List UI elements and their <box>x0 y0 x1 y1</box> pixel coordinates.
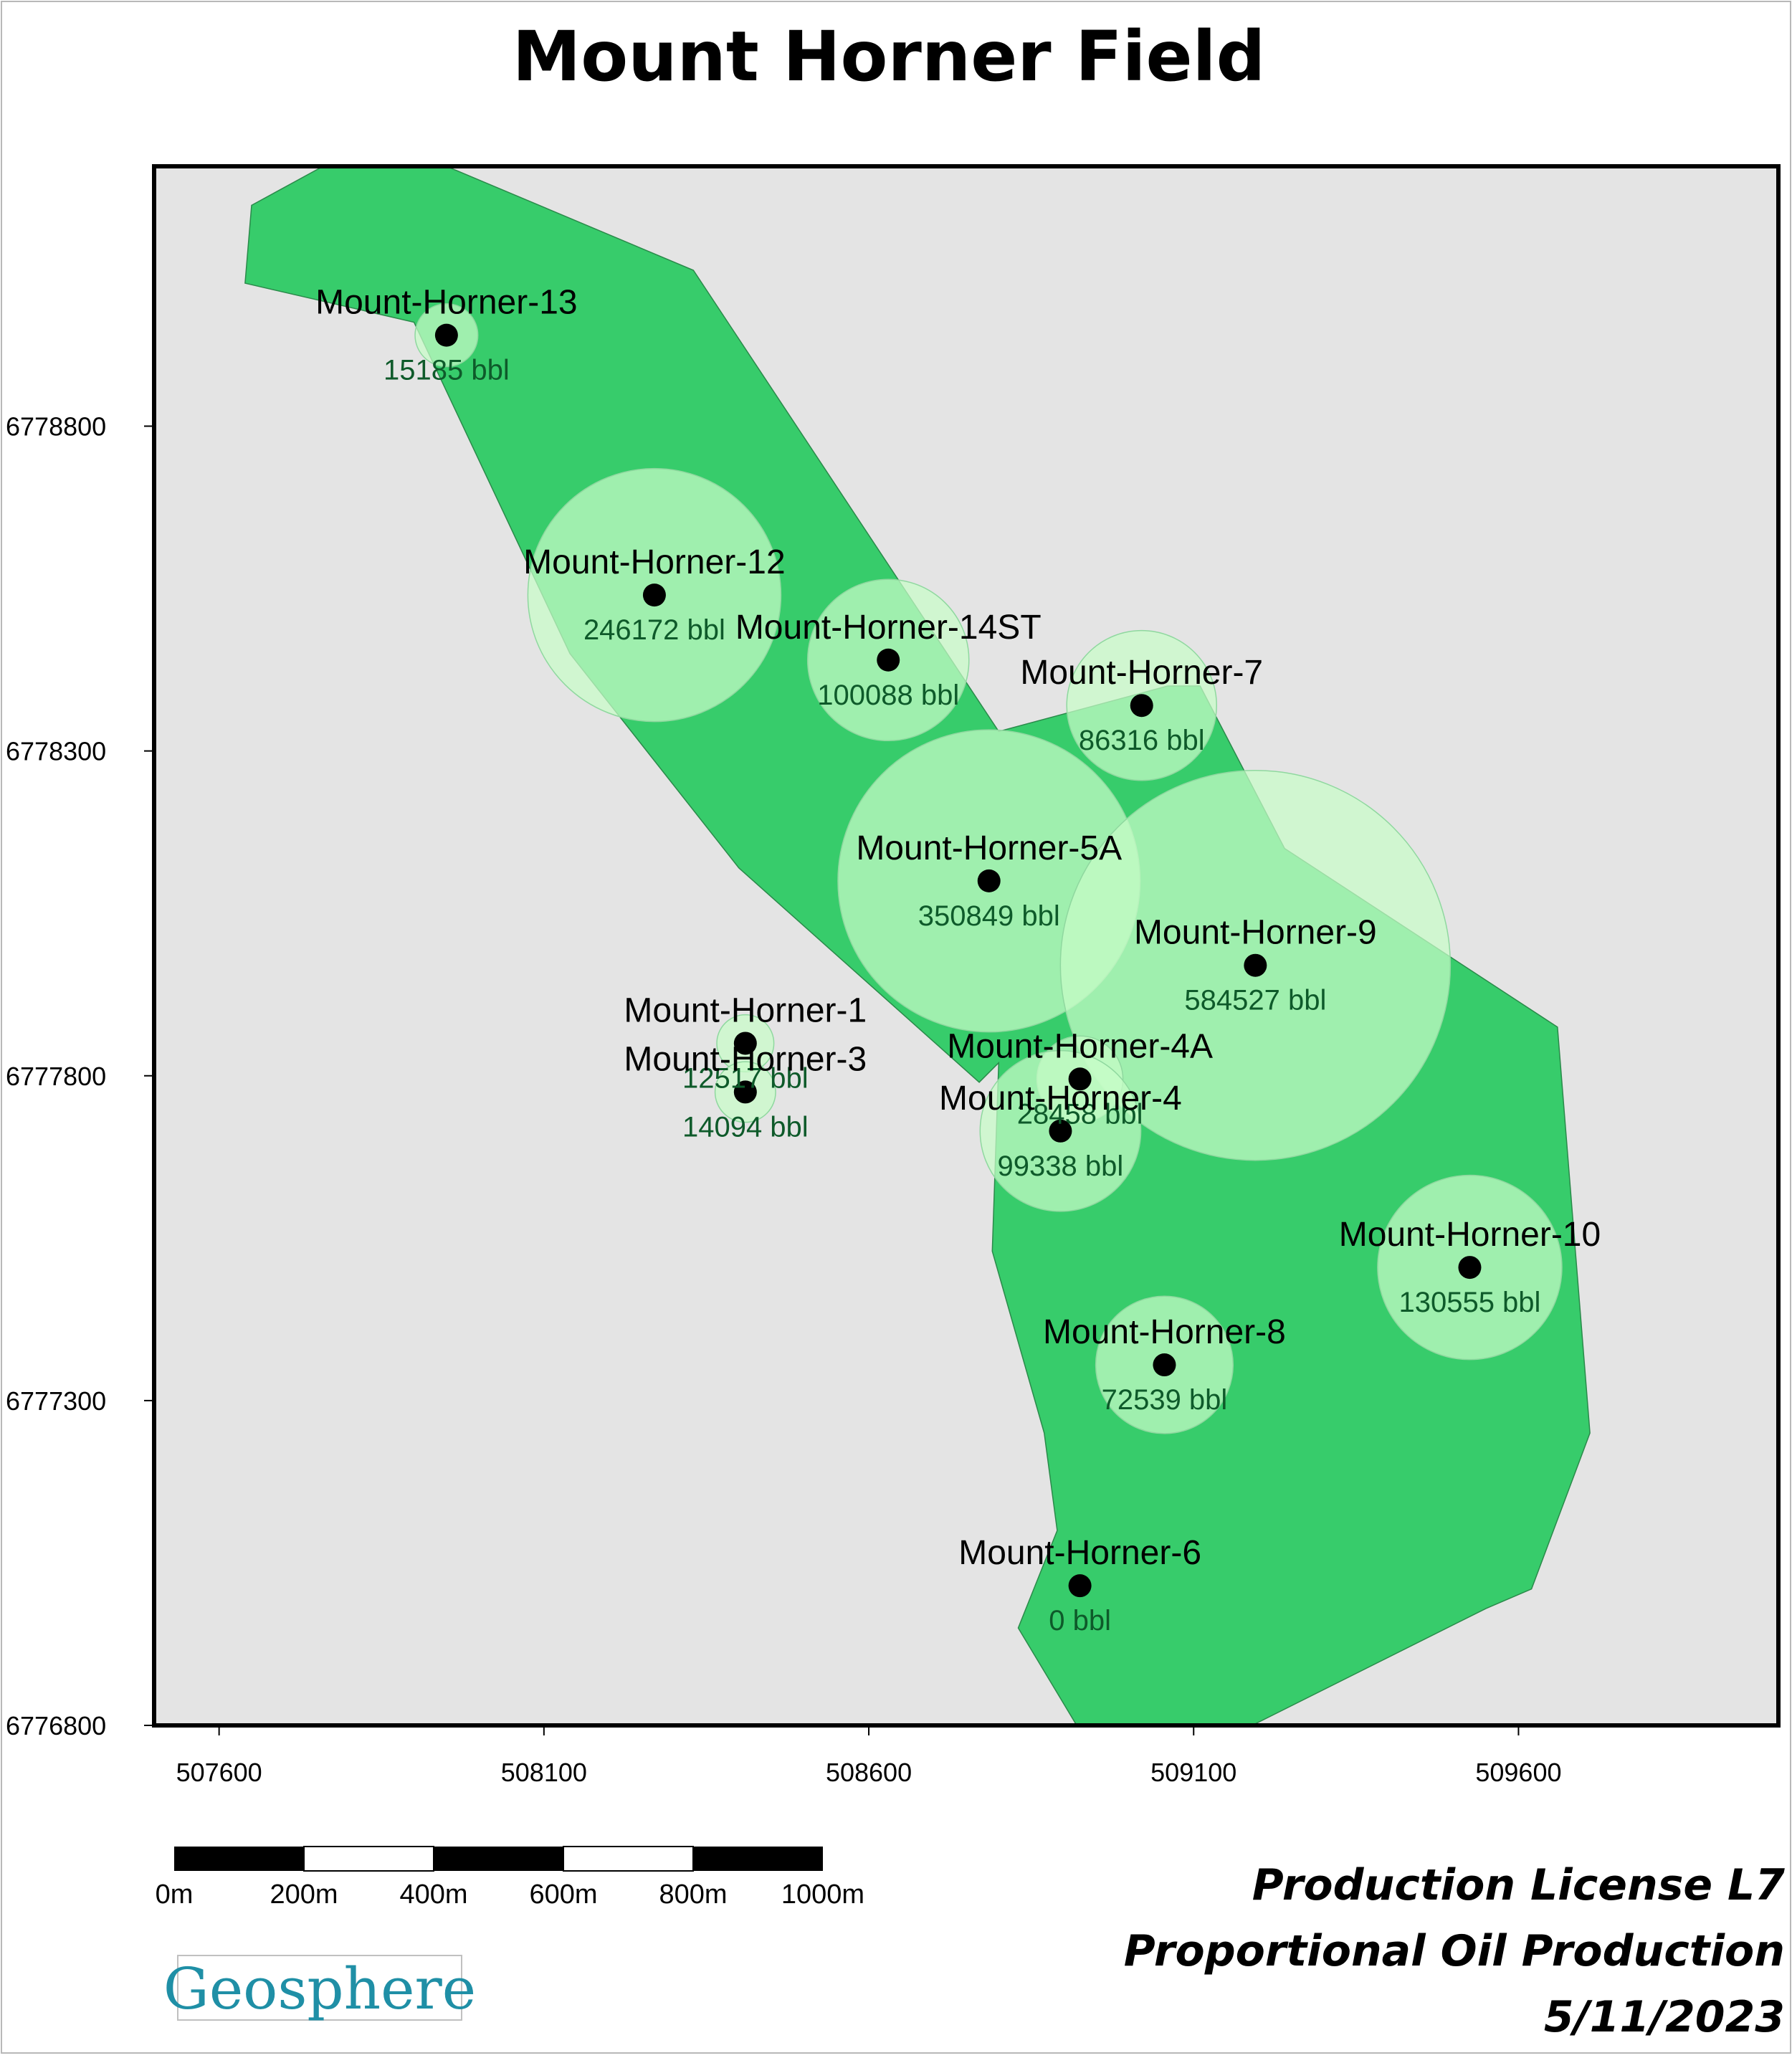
well-production-label: 584527 bbl <box>1184 985 1326 1016</box>
well-production-label: 0 bbl <box>1049 1605 1111 1637</box>
scale-segment <box>693 1847 823 1871</box>
scale-segment <box>303 1846 434 1872</box>
well-production-label: 99338 bbl <box>998 1151 1124 1182</box>
well-marker-mount-horner-4[interactable] <box>1049 1119 1072 1143</box>
well-name-label: Mount-Horner-6 <box>958 1534 1201 1572</box>
well-marker-mount-horner-13[interactable] <box>434 323 458 347</box>
footer-date: 5/11/2023 <box>1544 1992 1785 2042</box>
footer-subtitle: Proportional Oil Production <box>1124 1926 1785 1976</box>
well-name-label: Mount-Horner-4A <box>947 1027 1213 1065</box>
well-production-label: 15185 bbl <box>383 355 510 386</box>
scale-label: 200m <box>270 1880 338 1910</box>
map-title: Mount Horner Field <box>513 16 1266 97</box>
well-marker-mount-horner-8[interactable] <box>1153 1353 1176 1377</box>
well-production-label: 246172 bbl <box>583 614 725 646</box>
well-name-label: Mount-Horner-5A <box>856 829 1122 867</box>
logo-frame <box>177 1955 462 2021</box>
scale-label: 600m <box>529 1880 597 1910</box>
well-marker-mount-horner-10[interactable] <box>1458 1256 1482 1280</box>
well-name-label: Mount-Horner-4 <box>939 1080 1182 1118</box>
well-marker-mount-horner-4a[interactable] <box>1068 1067 1092 1091</box>
footer-license: Production License L7 <box>1252 1860 1786 1910</box>
well-marker-mount-horner-1[interactable] <box>733 1032 757 1055</box>
y-tick-label: 6777800 <box>6 1062 106 1091</box>
well-marker-mount-horner-7[interactable] <box>1130 694 1153 718</box>
well-marker-mount-horner-14st[interactable] <box>877 648 900 672</box>
scale-segment <box>174 1847 304 1871</box>
well-name-label: Mount-Horner-13 <box>315 284 577 322</box>
scale-label: 400m <box>399 1880 467 1910</box>
well-marker-mount-horner-3[interactable] <box>733 1080 757 1104</box>
scale-label: 1000m <box>781 1880 864 1910</box>
well-marker-mount-horner-5a[interactable] <box>977 869 1001 892</box>
scale-segment <box>434 1847 563 1871</box>
well-production-label: 28458 bbl <box>1017 1098 1143 1130</box>
well-name-label: Mount-Horner-12 <box>523 543 785 581</box>
well-marker-mount-horner-9[interactable] <box>1244 953 1267 977</box>
well-name-label: Mount-Horner-9 <box>1134 914 1377 952</box>
y-axis: 6778800 6778300 6777800 6777300 6776800 <box>6 412 154 1740</box>
well-name-label: Mount-Horner-7 <box>1020 654 1263 692</box>
well-production-label: 100088 bbl <box>817 680 959 711</box>
well-marker-mount-horner-12[interactable] <box>642 583 666 607</box>
scale-label: 0m <box>156 1880 194 1910</box>
scale-segment <box>563 1846 694 1872</box>
well-production-label: 72539 bbl <box>1102 1384 1228 1416</box>
x-tick-label: 508100 <box>501 1758 587 1787</box>
well-production-label: 350849 bbl <box>918 900 1060 932</box>
well-marker-mount-horner-6[interactable] <box>1068 1574 1092 1598</box>
scale-bar: 0m 200m 400m 600m 800m 1000m <box>156 1846 864 1910</box>
well-name-label: Mount-Horner-14ST <box>735 609 1042 647</box>
well-name-label: Mount-Horner-10 <box>1339 1216 1601 1254</box>
logo-text: Geosphere <box>163 1955 476 2022</box>
x-tick-label: 509100 <box>1150 1758 1236 1787</box>
geosphere-logo: Geosphere <box>163 1955 476 2022</box>
well-labels: Mount-Horner-13 15185 bbl Mount-Horner-12 2… <box>315 284 1601 1637</box>
well-name-label: Mount-Horner-8 <box>1043 1313 1286 1351</box>
y-tick-label: 6776800 <box>6 1711 106 1740</box>
x-tick-label: 507600 <box>176 1758 262 1787</box>
scale-label: 800m <box>659 1880 727 1910</box>
y-tick-label: 6777300 <box>6 1386 106 1416</box>
y-tick-label: 6778300 <box>6 737 106 766</box>
x-tick-label: 508600 <box>826 1758 912 1787</box>
well-production-label: 130555 bbl <box>1398 1287 1540 1318</box>
x-tick-label: 509600 <box>1475 1758 1561 1787</box>
map-frame <box>152 164 1781 1728</box>
well-name-label: Mount-Horner-1 <box>624 991 867 1029</box>
x-axis: 507600 508100 508600 509100 509600 <box>176 1725 1562 1787</box>
well-production-label: 86316 bbl <box>1079 725 1205 756</box>
well-name-label: Mount-Horner-3 <box>624 1040 867 1078</box>
y-tick-label: 6778800 <box>6 412 106 442</box>
well-production-label: 14094 bbl <box>682 1111 809 1143</box>
well-production-label: 12517 bbl <box>682 1062 809 1094</box>
well-markers <box>434 323 1482 1598</box>
